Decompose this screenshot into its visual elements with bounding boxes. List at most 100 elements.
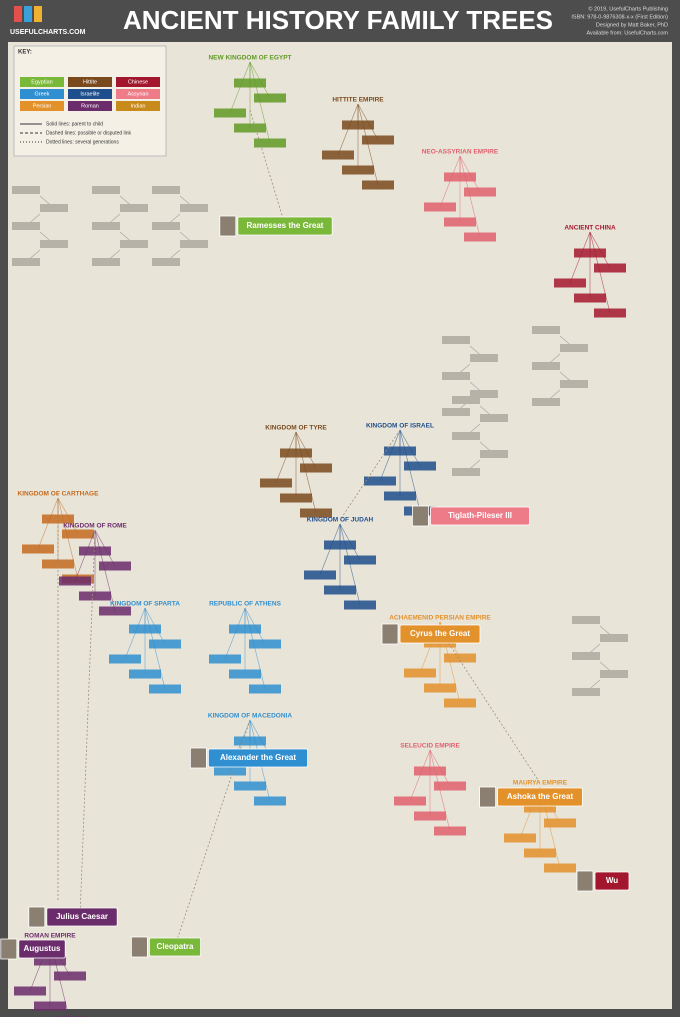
person-box: [444, 217, 476, 227]
person-box: [249, 684, 281, 694]
person-box: [560, 344, 588, 352]
person-box: [442, 372, 470, 380]
person-box: [424, 683, 456, 693]
person-box: [109, 654, 141, 664]
person-box: [254, 796, 286, 806]
person-box: [54, 971, 86, 981]
connector: [124, 607, 146, 660]
key-label: Hittite: [83, 79, 97, 85]
connector: [399, 429, 421, 512]
connector: [569, 231, 591, 284]
heading: KINGDOM OF JUDAH: [307, 517, 374, 524]
ruler-portrait: [381, 623, 399, 645]
person-box: [152, 222, 180, 230]
logo-bar: [24, 6, 32, 22]
person-box: [209, 654, 241, 664]
ruler-portrait: [130, 936, 148, 958]
ruler-box: [207, 748, 308, 768]
heading: MAURYA EMPIRE: [513, 780, 568, 787]
connector: [244, 607, 266, 690]
ruler-portrait: [0, 938, 18, 960]
person-box: [12, 186, 40, 194]
connector: [295, 431, 317, 469]
logo: USEFULCHARTS.COM: [10, 29, 86, 36]
connector: [337, 103, 359, 156]
lineage-line: [439, 629, 541, 784]
key-swatch: [68, 101, 112, 111]
person-box: [300, 463, 332, 473]
ruler-box: [46, 907, 118, 927]
connector: [94, 529, 116, 612]
person-box: [600, 634, 628, 642]
heading: ACHAEMENID PERSIAN EMPIRE: [389, 615, 491, 622]
ruler-name: Julius Caesar: [56, 912, 108, 921]
person-box: [12, 258, 40, 266]
connector: [94, 529, 116, 567]
person-box: [572, 688, 600, 696]
person-box: [324, 585, 356, 595]
person-box: [424, 202, 456, 212]
person-box: [362, 135, 394, 145]
person-box: [234, 123, 266, 133]
title: ANCIENT HISTORY FAMILY TREES: [123, 5, 553, 35]
person-box: [594, 263, 626, 273]
person-box: [544, 863, 576, 873]
person-box: [229, 669, 261, 679]
person-box: [79, 591, 111, 601]
ruler-name: Tiglath-Pileser III: [448, 511, 512, 520]
person-box: [414, 811, 446, 821]
heading: SELEUCID EMPIRE: [400, 743, 460, 750]
person-box: [40, 204, 68, 212]
logo-bar: [14, 6, 22, 22]
person-box: [544, 818, 576, 828]
person-box: [12, 222, 40, 230]
connector: [339, 523, 361, 606]
person-box: [254, 138, 286, 148]
key-swatch: [116, 101, 160, 111]
key-note: Solid lines: parent to child: [46, 121, 103, 127]
connector: [357, 103, 379, 186]
key-label: Chinese: [128, 79, 148, 85]
person-box: [434, 826, 466, 836]
person-box: [99, 606, 131, 616]
person-box: [34, 1001, 66, 1011]
heading: HITTITE EMPIRE: [332, 97, 384, 104]
person-box: [384, 491, 416, 501]
person-box: [254, 93, 286, 103]
credit-line: Designed by Matt Baker, PhD: [596, 22, 668, 28]
ruler-portrait: [576, 870, 594, 892]
connector: [244, 607, 266, 645]
connector: [379, 429, 401, 482]
connector: [409, 749, 431, 802]
person-box: [452, 432, 480, 440]
ruler-name: Ashoka the Great: [507, 792, 574, 801]
ruler-box: [148, 937, 201, 957]
person-box: [470, 354, 498, 362]
key-label: Assyrian: [127, 91, 148, 97]
key-label: Roman: [81, 103, 99, 109]
ruler-portrait: [479, 786, 497, 808]
person-box: [214, 108, 246, 118]
person-box: [260, 478, 292, 488]
person-box: [464, 232, 496, 242]
connector: [57, 497, 79, 535]
key-label: Greek: [35, 91, 50, 97]
connector: [339, 523, 361, 561]
connector: [224, 607, 246, 660]
connector: [144, 607, 166, 690]
person-box: [129, 669, 161, 679]
heading: ANCIENT CHINA: [564, 225, 616, 232]
key-swatch: [20, 77, 64, 87]
person-box: [149, 684, 181, 694]
connector: [74, 529, 96, 582]
person-box: [342, 165, 374, 175]
connector: [589, 231, 611, 269]
logo-bar: [34, 6, 42, 22]
person-box: [452, 468, 480, 476]
person-box: [574, 293, 606, 303]
person-box: [62, 529, 94, 539]
ruler-box: [429, 506, 530, 526]
person-box: [480, 414, 508, 422]
connector: [429, 749, 451, 787]
ruler-name: Alexander the Great: [220, 753, 296, 762]
